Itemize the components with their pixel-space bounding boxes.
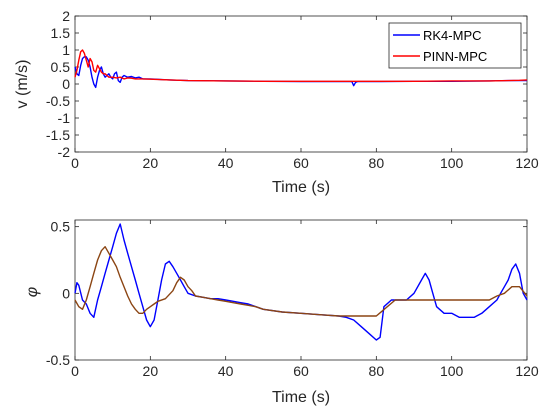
velocity-x-tick-label: 100 xyxy=(440,155,464,171)
velocity-y-tick-label: 2 xyxy=(62,8,70,24)
velocity-y-tick-label: -1.5 xyxy=(46,127,70,143)
velocity-y-tick-label: 1.5 xyxy=(51,25,71,41)
phi-plot-area xyxy=(74,219,528,361)
phi-y-tick-label: 0 xyxy=(62,285,70,301)
velocity-x-tick-label: 120 xyxy=(515,155,539,171)
velocity-x-axis-label: Time (s) xyxy=(272,179,330,196)
phi-x-tick-label: 100 xyxy=(440,363,464,379)
legend: RK4-MPC PINN-MPC xyxy=(388,22,522,69)
legend-label-rk4: RK4-MPC xyxy=(423,28,482,43)
velocity-y-tick-label: 1 xyxy=(62,42,70,58)
legend-label-pinn: PINN-MPC xyxy=(423,49,487,64)
velocity-x-tick-label: 0 xyxy=(71,155,79,171)
velocity-y-tick-label: 0.5 xyxy=(51,59,71,75)
phi-series-rk4-line xyxy=(74,223,528,341)
velocity-x-tick-label: 60 xyxy=(293,155,309,171)
phi-x-tick-label: 80 xyxy=(369,363,385,379)
phi-x-tick-label: 60 xyxy=(293,363,309,379)
velocity-y-tick-label: -0.5 xyxy=(46,93,70,109)
phi-y-axis-label: φ xyxy=(24,287,41,297)
phi-x-tick-label: 40 xyxy=(218,363,234,379)
phi-x-tick-label: 20 xyxy=(143,363,159,379)
phi-x-tick-label: 0 xyxy=(71,363,79,379)
phi-x-tick-label: 120 xyxy=(515,363,539,379)
velocity-y-axis-label: v (m/s) xyxy=(14,60,31,109)
velocity-x-tick-label: 40 xyxy=(218,155,234,171)
velocity-y-tick-label: -1 xyxy=(58,110,71,126)
velocity-y-tick-label: 0 xyxy=(62,76,70,92)
phi-y-tick-label: -0.5 xyxy=(46,352,70,368)
velocity-series-rk4-line xyxy=(74,56,527,89)
velocity-x-tick-label: 80 xyxy=(369,155,385,171)
velocity-series-pinn-line xyxy=(74,49,528,83)
velocity-x-tick-label: 20 xyxy=(143,155,159,171)
phi-y-tick-label: 0.5 xyxy=(51,219,71,235)
phi-x-axis-label: Time (s) xyxy=(272,389,330,406)
legend-box xyxy=(388,22,522,69)
phi-series-pinn-line xyxy=(74,245,528,317)
velocity-y-tick-label: -2 xyxy=(58,144,71,160)
